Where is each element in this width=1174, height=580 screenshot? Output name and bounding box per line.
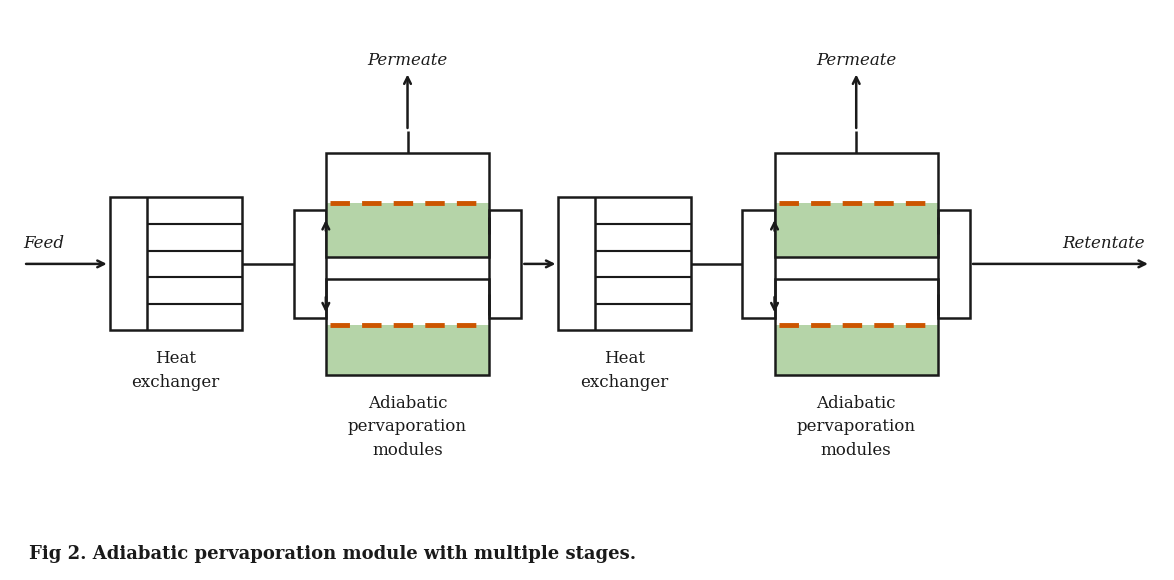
Text: Retentate: Retentate — [1062, 234, 1145, 252]
Text: Permeate: Permeate — [367, 52, 447, 69]
Text: Heat
exchanger: Heat exchanger — [131, 350, 220, 391]
Bar — [326, 202, 490, 256]
Text: Adiabatic
pervaporation
modules: Adiabatic pervaporation modules — [348, 394, 467, 459]
Bar — [775, 202, 938, 256]
Text: Feed: Feed — [23, 234, 65, 252]
Bar — [326, 325, 490, 375]
Bar — [490, 210, 521, 318]
Text: Fig 2. Adiabatic pervaporation module with multiple stages.: Fig 2. Adiabatic pervaporation module wi… — [29, 545, 636, 563]
Bar — [775, 153, 938, 256]
Text: Permeate: Permeate — [816, 52, 896, 69]
Text: Heat
exchanger: Heat exchanger — [580, 350, 668, 391]
Bar — [775, 279, 938, 375]
Bar — [326, 279, 490, 375]
Bar — [742, 210, 775, 318]
Bar — [326, 153, 490, 256]
Bar — [775, 325, 938, 375]
Bar — [109, 197, 242, 331]
Bar — [559, 197, 690, 331]
Text: Adiabatic
pervaporation
modules: Adiabatic pervaporation modules — [797, 394, 916, 459]
Bar — [294, 210, 326, 318]
Bar — [938, 210, 970, 318]
